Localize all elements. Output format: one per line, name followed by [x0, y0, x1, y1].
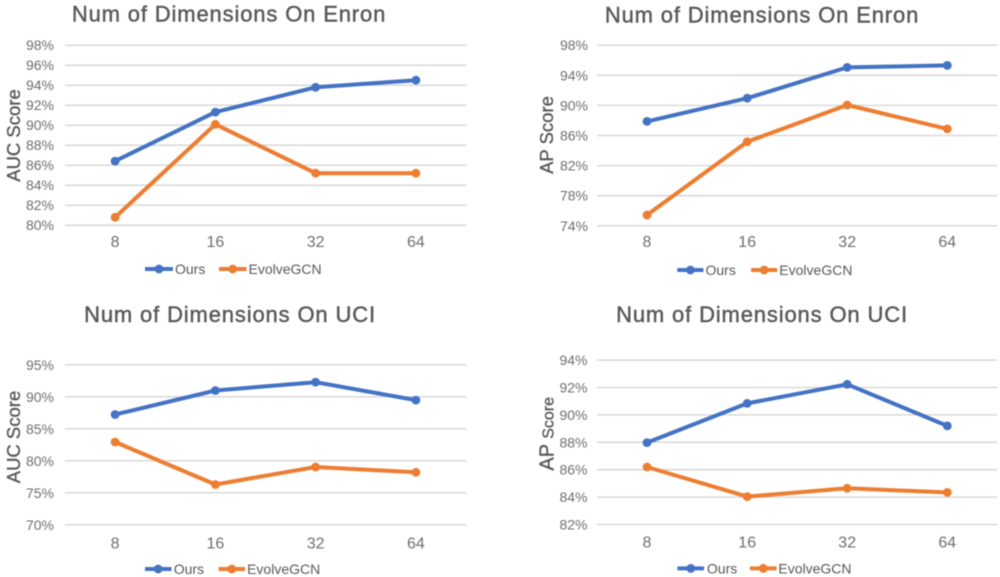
- svg-text:Num of Dimensions On UCI: Num of Dimensions On UCI: [616, 302, 908, 327]
- svg-text:80%: 80%: [26, 217, 54, 233]
- svg-text:98%: 98%: [26, 37, 54, 53]
- svg-text:16: 16: [738, 535, 756, 552]
- svg-text:80%: 80%: [26, 453, 54, 469]
- svg-text:70%: 70%: [26, 517, 54, 533]
- svg-text:82%: 82%: [26, 197, 54, 213]
- svg-text:82%: 82%: [559, 517, 587, 533]
- svg-text:8: 8: [643, 234, 652, 251]
- svg-text:EvolveGCN: EvolveGCN: [778, 560, 851, 576]
- svg-text:85%: 85%: [26, 421, 54, 437]
- svg-text:86%: 86%: [559, 462, 587, 478]
- svg-text:94%: 94%: [560, 67, 588, 83]
- svg-text:EvolveGCN: EvolveGCN: [247, 561, 320, 577]
- svg-text:8: 8: [111, 234, 120, 251]
- svg-text:AP Score: AP Score: [537, 397, 559, 471]
- svg-text:74%: 74%: [560, 218, 588, 234]
- svg-text:90%: 90%: [560, 97, 588, 113]
- svg-text:88%: 88%: [26, 137, 54, 153]
- svg-text:95%: 95%: [26, 357, 54, 373]
- svg-text:84%: 84%: [26, 177, 54, 193]
- svg-text:64: 64: [938, 535, 956, 552]
- svg-text:82%: 82%: [560, 158, 588, 174]
- svg-text:90%: 90%: [26, 117, 54, 133]
- svg-text:98%: 98%: [560, 37, 588, 53]
- svg-text:96%: 96%: [26, 57, 54, 73]
- svg-text:8: 8: [643, 535, 652, 552]
- svg-text:Ours: Ours: [706, 262, 736, 278]
- svg-text:88%: 88%: [559, 434, 587, 450]
- svg-text:64: 64: [938, 234, 956, 251]
- svg-text:AP Score: AP Score: [536, 96, 557, 174]
- svg-text:16: 16: [207, 536, 225, 553]
- svg-text:84%: 84%: [559, 489, 587, 505]
- svg-text:78%: 78%: [560, 188, 588, 204]
- svg-text:64: 64: [407, 536, 425, 553]
- svg-text:8: 8: [111, 536, 120, 553]
- svg-text:94%: 94%: [559, 352, 587, 368]
- svg-text:86%: 86%: [560, 128, 588, 144]
- svg-text:92%: 92%: [26, 97, 54, 113]
- svg-text:75%: 75%: [26, 485, 54, 501]
- svg-text:90%: 90%: [559, 407, 587, 423]
- svg-text:Ours: Ours: [174, 561, 204, 577]
- svg-text:Num of Dimensions On UCI: Num of Dimensions On UCI: [84, 302, 376, 327]
- svg-text:AUC Score: AUC Score: [3, 391, 24, 484]
- svg-text:Num of Dimensions On Enron: Num of Dimensions On Enron: [605, 3, 919, 28]
- svg-text:Num of Dimensions On Enron: Num of Dimensions On Enron: [72, 2, 386, 27]
- svg-text:32: 32: [307, 536, 325, 553]
- svg-text:Ours: Ours: [707, 560, 737, 576]
- svg-text:90%: 90%: [26, 389, 54, 405]
- svg-text:64: 64: [407, 234, 425, 251]
- svg-text:32: 32: [307, 234, 325, 251]
- svg-text:16: 16: [207, 234, 225, 251]
- svg-text:16: 16: [738, 234, 756, 251]
- svg-text:32: 32: [838, 535, 856, 552]
- svg-text:EvolveGCN: EvolveGCN: [249, 261, 322, 277]
- svg-text:EvolveGCN: EvolveGCN: [779, 262, 852, 278]
- svg-text:AUC Score: AUC Score: [3, 89, 24, 182]
- svg-text:92%: 92%: [559, 380, 587, 396]
- svg-text:86%: 86%: [26, 157, 54, 173]
- svg-text:32: 32: [838, 234, 856, 251]
- svg-text:94%: 94%: [26, 77, 54, 93]
- svg-text:Ours: Ours: [175, 261, 205, 277]
